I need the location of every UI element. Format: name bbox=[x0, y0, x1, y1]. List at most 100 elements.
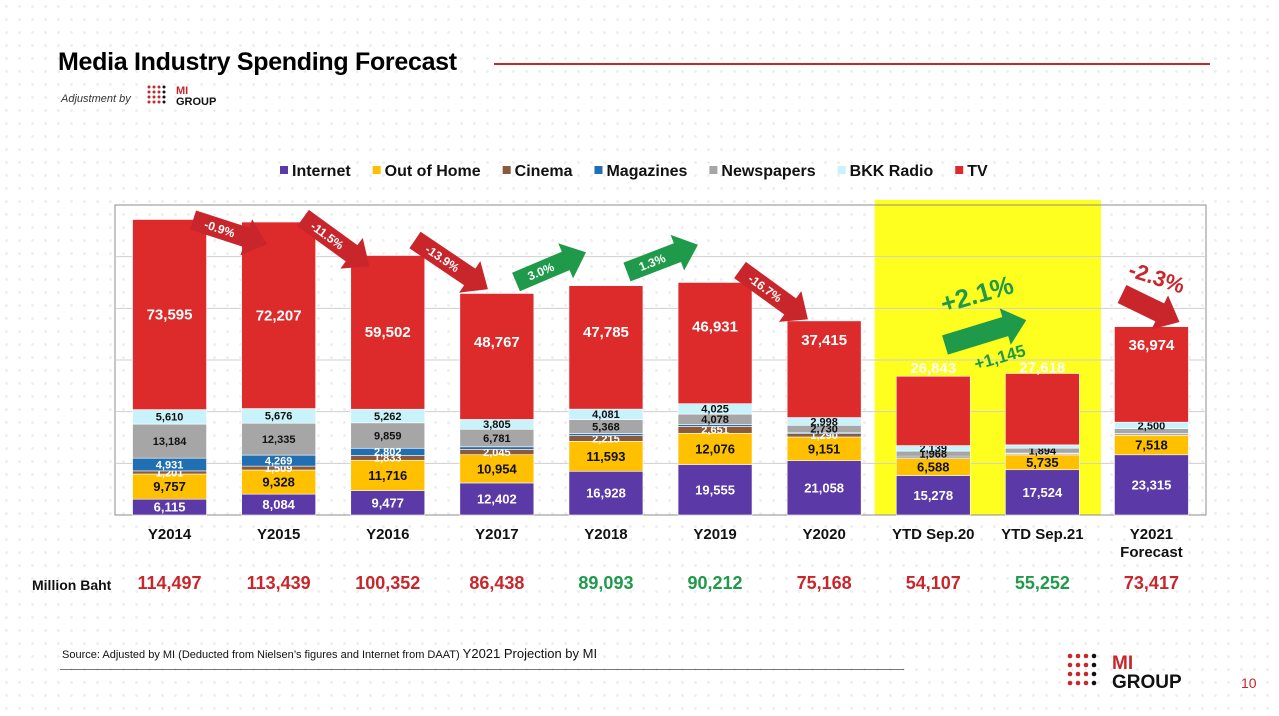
data-label: 16,928 bbox=[586, 486, 626, 501]
data-label: 4,081 bbox=[592, 409, 620, 421]
bar-magazines bbox=[568, 433, 644, 436]
total-label: 55,252 bbox=[1015, 573, 1070, 593]
total-label: 114,497 bbox=[138, 573, 202, 593]
bar-tv bbox=[132, 219, 207, 410]
category-tick-label: Y2016 bbox=[366, 526, 409, 543]
source-note: Source: Adjusted by MI (Deducted from Ni… bbox=[62, 646, 597, 661]
legend-swatch-internet bbox=[280, 166, 288, 174]
legend-label: Cinema bbox=[515, 163, 573, 180]
category-tick-label: Y2015 bbox=[257, 526, 300, 543]
growth-arrow: -0.9% bbox=[189, 210, 268, 256]
growth-arrow-forecast bbox=[1117, 285, 1180, 330]
data-label: 2,730 bbox=[810, 424, 838, 436]
category-tick-label: Y2017 bbox=[475, 526, 518, 543]
legend-label: Out of Home bbox=[385, 163, 481, 180]
data-label: 9,757 bbox=[153, 479, 186, 494]
logo-dots-icon bbox=[1067, 653, 1097, 686]
data-label: 4,078 bbox=[701, 414, 729, 426]
data-label: 2,045 bbox=[483, 447, 511, 459]
data-label: 8,084 bbox=[262, 497, 295, 512]
data-label: 12,402 bbox=[477, 492, 517, 507]
adjustment-by-label: Adjustment by bbox=[61, 93, 131, 105]
data-label: 5,610 bbox=[156, 412, 184, 424]
data-label: 48,767 bbox=[474, 334, 520, 351]
category-tick-label: Forecast bbox=[1120, 544, 1183, 561]
data-label: 9,151 bbox=[808, 441, 841, 456]
data-label: 9,859 bbox=[374, 430, 402, 442]
data-label: 6,588 bbox=[917, 460, 950, 475]
total-label: 100,352 bbox=[355, 573, 420, 593]
data-label: 27,618 bbox=[1019, 360, 1065, 377]
total-label: 73,417 bbox=[1124, 573, 1179, 593]
bar-tv bbox=[459, 293, 535, 420]
data-label: 13,184 bbox=[153, 436, 188, 448]
bar-stack: 12,402 10,954 2,045 6,781 3,805 48,767 bbox=[459, 293, 535, 516]
data-label: 2,500 bbox=[1138, 420, 1166, 432]
data-label: 37,415 bbox=[801, 332, 847, 349]
legend-swatch-cinema bbox=[502, 166, 511, 174]
data-label: 6,115 bbox=[154, 500, 186, 515]
arrow-shape bbox=[512, 243, 586, 292]
bar-tv bbox=[677, 282, 753, 404]
legend-label: Internet bbox=[292, 163, 351, 180]
arrow-shape bbox=[623, 234, 698, 282]
total-label: 86,438 bbox=[469, 573, 524, 593]
bar-stack: 23,315 7,518 2,500 36,974 bbox=[1114, 326, 1189, 516]
arrow-shape bbox=[297, 209, 370, 269]
logo-text-mi: MI bbox=[1112, 653, 1133, 674]
data-label: 12,076 bbox=[695, 441, 735, 456]
mi-group-logo-large: MI GROUP bbox=[1067, 653, 1182, 692]
total-label: 89,093 bbox=[578, 573, 633, 593]
logo-text-group: GROUP bbox=[1112, 672, 1182, 692]
arrow-shape bbox=[942, 308, 1027, 355]
legend-label: Magazines bbox=[606, 163, 687, 180]
category-tick-label: Y2014 bbox=[148, 526, 192, 543]
data-label: 59,502 bbox=[365, 324, 411, 341]
category-tick-label: YTD Sep.20 bbox=[892, 526, 975, 543]
arrow-shape bbox=[189, 210, 268, 256]
data-label: 5,368 bbox=[592, 421, 620, 433]
unit-label: Million Baht bbox=[32, 577, 112, 593]
bar-out-of-home bbox=[241, 469, 316, 495]
data-label: 23,315 bbox=[1132, 477, 1172, 492]
data-label: 9,477 bbox=[371, 495, 404, 510]
legend-swatch-out-of-home bbox=[372, 166, 381, 174]
bar-tv bbox=[568, 285, 644, 410]
data-label: 6,781 bbox=[483, 433, 511, 445]
category-tick-label: Y2018 bbox=[584, 526, 627, 543]
bar-internet bbox=[568, 470, 644, 516]
data-label: 2,139 bbox=[919, 443, 947, 455]
bar-internet bbox=[677, 464, 753, 516]
arrow-shape bbox=[734, 261, 808, 322]
category-tick-label: Y2019 bbox=[693, 526, 736, 543]
bar-bkk-radio bbox=[1005, 444, 1080, 449]
bar-newspapers bbox=[241, 422, 316, 456]
mi-group-logo-small: MI GROUP bbox=[147, 85, 216, 108]
bar-out-of-home bbox=[132, 473, 207, 500]
bar-internet bbox=[1114, 454, 1189, 516]
data-label: 2,215 bbox=[592, 433, 620, 445]
data-label: 7,518 bbox=[1135, 438, 1168, 453]
data-label: 15,278 bbox=[913, 488, 953, 503]
legend-swatch-tv bbox=[955, 166, 964, 174]
page-title: Media Industry Spending Forecast bbox=[58, 48, 457, 76]
growth-arrow: 3.0% bbox=[512, 243, 586, 292]
source-text: Source: Adjusted by MI (Deducted from Ni… bbox=[62, 649, 460, 661]
legend-swatch-magazines bbox=[594, 166, 603, 174]
bar-out-of-home bbox=[350, 459, 426, 491]
data-label: 11,716 bbox=[368, 468, 407, 483]
data-label: 12,335 bbox=[262, 434, 296, 446]
growth-arrow: 1.3% bbox=[623, 234, 698, 282]
bar-out-of-home bbox=[459, 454, 535, 484]
data-label: 4,931 bbox=[156, 459, 184, 471]
data-label: 2,802 bbox=[374, 447, 402, 459]
page-number: 10 bbox=[1241, 675, 1257, 691]
category-tick-label: YTD Sep.21 bbox=[1001, 526, 1084, 543]
legend-label: TV bbox=[967, 163, 988, 180]
